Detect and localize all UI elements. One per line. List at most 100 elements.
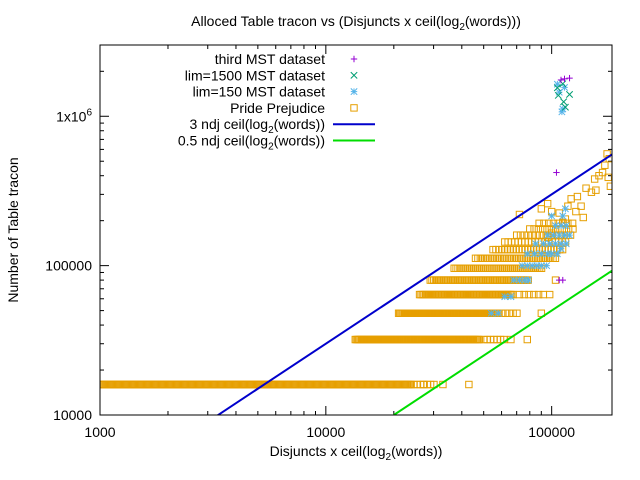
data-point [539, 290, 548, 299]
data-point [565, 90, 574, 98]
data-point [554, 91, 562, 99]
data-point [582, 184, 590, 192]
data-point [525, 254, 533, 262]
plot-area [100, 74, 612, 415]
data-point [561, 103, 569, 111]
data-point [536, 231, 544, 239]
legend-marker [350, 88, 358, 96]
data-point [572, 207, 580, 216]
data-point [604, 173, 612, 182]
data-point [515, 290, 524, 299]
data-point [564, 202, 572, 210]
data-point [550, 231, 558, 239]
data-point [419, 380, 427, 389]
data-point [537, 205, 546, 213]
data-point [544, 219, 553, 228]
data-point [501, 309, 510, 317]
data-point [534, 225, 543, 233]
data-point [544, 231, 552, 239]
data-point [512, 231, 521, 239]
legend-label: lim=1500 MST dataset [185, 67, 325, 83]
data-point [577, 202, 585, 210]
data-point [471, 254, 480, 262]
data-point [520, 290, 528, 299]
data-point [532, 231, 540, 239]
data-point [567, 195, 575, 203]
data-point [535, 219, 543, 228]
data-point [481, 254, 489, 262]
data-point [505, 309, 513, 317]
y-tick-label: 100000 [45, 258, 92, 274]
y-tick-label: 1x106 [56, 107, 92, 124]
data-point [512, 254, 521, 262]
data-point [475, 335, 483, 344]
data-point [532, 254, 540, 262]
data-point [508, 254, 516, 262]
data-point [568, 219, 577, 228]
data-point [522, 254, 531, 262]
data-point [525, 290, 533, 299]
data-point [501, 293, 509, 301]
data-point [507, 293, 515, 301]
legend-marker [350, 104, 358, 112]
data-point [528, 231, 536, 239]
data-point [543, 262, 551, 270]
legend-label: third MST dataset [215, 51, 325, 67]
data-point [523, 335, 531, 344]
series-4 [216, 153, 612, 415]
data-point [509, 309, 517, 317]
data-point [587, 188, 596, 196]
data-point [510, 254, 518, 262]
data-point [526, 225, 534, 233]
data-point [465, 380, 473, 389]
y-tick-label: 10000 [53, 407, 92, 423]
data-point [547, 225, 556, 233]
series-0 [553, 74, 573, 284]
data-point [547, 229, 556, 237]
data-point [553, 84, 561, 92]
data-point [564, 219, 572, 228]
data-point [546, 240, 554, 248]
data-point [534, 290, 543, 299]
data-point [530, 225, 538, 233]
data-point [532, 240, 540, 248]
series-2 [487, 80, 574, 317]
data-point [548, 250, 556, 258]
data-point [483, 254, 492, 262]
data-point [486, 254, 494, 262]
data-point [579, 213, 587, 222]
series-5 [393, 269, 612, 415]
data-point [557, 76, 565, 84]
data-point [496, 254, 504, 262]
data-point [529, 254, 538, 262]
legend-marker [350, 71, 358, 79]
chart-title: Alloced Table tracon vs (Disjuncts x cei… [191, 13, 521, 33]
data-point [498, 254, 506, 262]
data-point [557, 245, 565, 253]
data-point [520, 231, 529, 239]
data-point [494, 309, 502, 317]
data-point [560, 98, 568, 106]
data-point [553, 169, 560, 176]
x-tick-label: 1000 [84, 424, 115, 440]
data-point [515, 254, 523, 262]
y-axis-label: Number of Table tracon [5, 157, 21, 302]
series-3 [100, 150, 612, 389]
data-point [491, 254, 499, 262]
data-point [488, 254, 497, 262]
data-point [539, 240, 548, 248]
legend-label: 3 ndj ceil(log2(words)) [189, 116, 325, 136]
data-point [540, 219, 548, 228]
data-point [476, 254, 485, 262]
trend-line [216, 153, 612, 415]
data-point [559, 212, 567, 220]
data-point [543, 199, 552, 208]
legend-label: Pride Prejudice [230, 100, 325, 116]
data-point [524, 231, 532, 239]
data-point [598, 168, 607, 177]
legend-label: 0.5 ndj ceil(log2(words)) [178, 133, 325, 153]
data-point [545, 290, 554, 299]
